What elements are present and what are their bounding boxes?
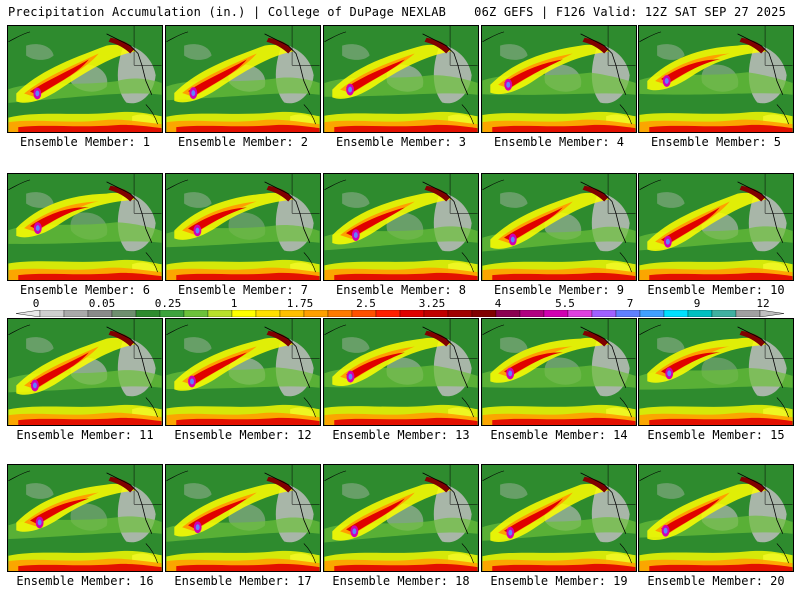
- ensemble-member-label-19: Ensemble Member: 19: [490, 574, 628, 588]
- header-title-right: 06Z GEFS | F126 Valid: 12Z SAT SEP 27 20…: [474, 5, 786, 19]
- colorbar-tick-label: 1.75: [286, 297, 314, 310]
- ensemble-member-label-6: Ensemble Member: 6: [19, 283, 151, 297]
- ensemble-member-map-13: [323, 318, 479, 426]
- colorbar: 0 0.05 0.25 1 1.75 2.5 3.25 4 5.5 7 9 12: [0, 297, 800, 319]
- ensemble-member-map-16: [7, 464, 163, 572]
- ensemble-member-map-2: [165, 25, 321, 133]
- ensemble-member-label-15: Ensemble Member: 15: [647, 428, 785, 442]
- ensemble-member-map-1: [7, 25, 163, 133]
- ensemble-member-label-4: Ensemble Member: 4: [493, 135, 625, 149]
- ensemble-member-map-8: [323, 173, 479, 281]
- ensemble-member-label-11: Ensemble Member: 11: [16, 428, 154, 442]
- colorbar-tick-label: 2.5: [356, 297, 376, 310]
- ensemble-member-label-20: Ensemble Member: 20: [647, 574, 785, 588]
- ensemble-member-label-16: Ensemble Member: 16: [16, 574, 154, 588]
- colorbar-tick-label: 9: [693, 297, 701, 310]
- ensemble-member-map-6: [7, 173, 163, 281]
- colorbar-tick-label: 1: [230, 297, 238, 310]
- colorbar-tick-label: 5.5: [555, 297, 575, 310]
- ensemble-member-label-17: Ensemble Member: 17: [174, 574, 312, 588]
- ensemble-member-label-1: Ensemble Member: 1: [19, 135, 151, 149]
- colorbar-tick-label: 12: [756, 297, 770, 310]
- ensemble-member-label-8: Ensemble Member: 8: [335, 283, 467, 297]
- ensemble-member-label-13: Ensemble Member: 13: [332, 428, 470, 442]
- ensemble-member-map-18: [323, 464, 479, 572]
- ensemble-member-label-7: Ensemble Member: 7: [177, 283, 309, 297]
- ensemble-member-map-3: [323, 25, 479, 133]
- colorbar-tick-label: 0.05: [88, 297, 116, 310]
- colorbar-tick-label: 7: [626, 297, 634, 310]
- ensemble-member-label-14: Ensemble Member: 14: [490, 428, 628, 442]
- ensemble-member-label-3: Ensemble Member: 3: [335, 135, 467, 149]
- ensemble-member-map-4: [481, 25, 637, 133]
- ensemble-member-label-12: Ensemble Member: 12: [174, 428, 312, 442]
- ensemble-member-label-9: Ensemble Member: 9: [493, 283, 625, 297]
- colorbar-tick-label: 0: [32, 297, 40, 310]
- ensemble-member-map-10: [638, 173, 794, 281]
- ensemble-member-map-17: [165, 464, 321, 572]
- ensemble-member-map-9: [481, 173, 637, 281]
- header-title-left: Precipitation Accumulation (in.) | Colle…: [8, 5, 447, 19]
- ensemble-member-map-7: [165, 173, 321, 281]
- ensemble-member-label-5: Ensemble Member: 5: [650, 135, 782, 149]
- ensemble-member-map-5: [638, 25, 794, 133]
- colorbar-scale: [16, 310, 784, 317]
- ensemble-member-map-12: [165, 318, 321, 426]
- colorbar-tick-label: 3.25: [418, 297, 446, 310]
- ensemble-member-label-10: Ensemble Member: 10: [647, 283, 785, 297]
- colorbar-tick-label: 4: [494, 297, 502, 310]
- ensemble-member-map-15: [638, 318, 794, 426]
- ensemble-member-map-14: [481, 318, 637, 426]
- ensemble-member-label-2: Ensemble Member: 2: [177, 135, 309, 149]
- ensemble-member-label-18: Ensemble Member: 18: [332, 574, 470, 588]
- ensemble-member-map-11: [7, 318, 163, 426]
- colorbar-tick-label: 0.25: [154, 297, 182, 310]
- ensemble-member-map-19: [481, 464, 637, 572]
- ensemble-member-map-20: [638, 464, 794, 572]
